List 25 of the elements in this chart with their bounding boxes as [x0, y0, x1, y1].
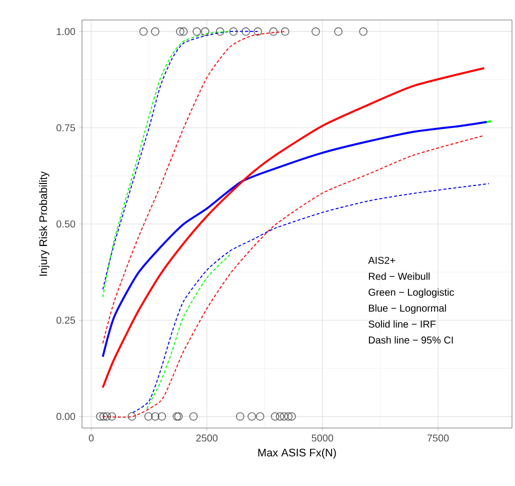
line-series: [102, 31, 286, 344]
y-tick-label: 0.50: [56, 220, 76, 228]
line-series: [132, 183, 490, 414]
x-tick-label: 7500: [427, 434, 449, 442]
line-series: [102, 31, 230, 298]
y-tick-label: 0.25: [56, 316, 76, 324]
x-tick-label: 0: [88, 434, 94, 442]
annotation: Blue − Lognormal: [368, 304, 446, 314]
y-tick-label: 1.00: [56, 28, 76, 36]
y-axis-title: Injury Risk Probability: [39, 171, 50, 276]
x-tick-label: 5000: [312, 434, 334, 442]
y-tick-label: 0.75: [56, 124, 76, 132]
line-series: [102, 134, 485, 418]
annotation: Red − Weibull: [368, 272, 430, 280]
line-series: [102, 30, 258, 290]
annotation: Solid line − IRF: [368, 320, 436, 328]
x-tick-label: 2500: [196, 434, 218, 442]
line-series: [102, 67, 486, 389]
line-series: [102, 120, 488, 358]
annotation: Green − Loglogistic: [368, 288, 454, 298]
annotation: AIS2+: [368, 256, 396, 264]
line-series: [146, 254, 230, 410]
x-axis-title: Max ASIS Fx(N): [258, 448, 336, 459]
y-tick-label: 0.00: [56, 412, 76, 420]
annotation: Dash line − 95% CI: [368, 336, 453, 344]
